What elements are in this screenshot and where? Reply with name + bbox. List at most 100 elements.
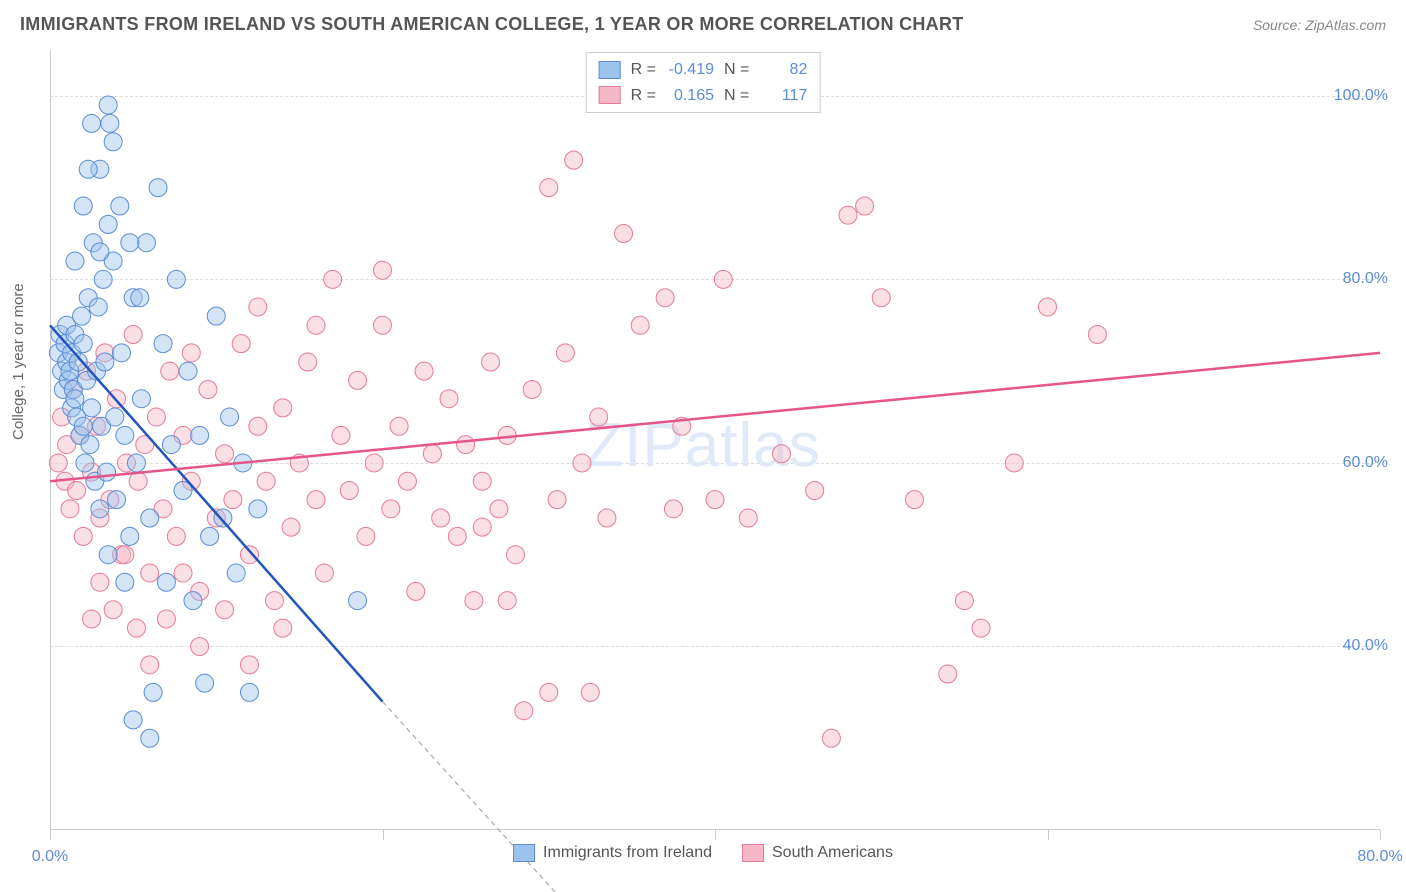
data-point xyxy=(1039,298,1057,316)
data-point xyxy=(141,509,159,527)
data-point xyxy=(540,683,558,701)
r-label: R = xyxy=(631,83,656,109)
data-point xyxy=(581,683,599,701)
data-point xyxy=(598,509,616,527)
data-point xyxy=(1005,454,1023,472)
chart-container: IMMIGRANTS FROM IRELAND VS SOUTH AMERICA… xyxy=(0,0,1406,892)
data-point xyxy=(73,307,91,325)
data-point xyxy=(104,601,122,619)
data-point xyxy=(121,234,139,252)
data-point xyxy=(432,509,450,527)
data-point xyxy=(74,527,92,545)
data-point xyxy=(154,335,172,353)
data-point xyxy=(656,289,674,307)
data-point xyxy=(174,564,192,582)
data-point xyxy=(382,500,400,518)
data-point xyxy=(349,592,367,610)
data-point xyxy=(739,509,757,527)
data-point xyxy=(407,582,425,600)
data-point xyxy=(216,601,234,619)
data-point xyxy=(274,399,292,417)
data-point xyxy=(806,481,824,499)
data-point xyxy=(315,564,333,582)
data-point xyxy=(162,436,180,454)
data-point xyxy=(89,298,107,316)
data-point xyxy=(99,546,117,564)
n-label: N = xyxy=(724,57,749,83)
data-point xyxy=(91,573,109,591)
data-point xyxy=(374,261,392,279)
data-point xyxy=(66,252,84,270)
data-point xyxy=(94,270,112,288)
data-point xyxy=(1088,325,1106,343)
data-point xyxy=(221,408,239,426)
x-tick-label: 0.0% xyxy=(32,848,68,866)
data-point xyxy=(68,481,86,499)
data-point xyxy=(116,573,134,591)
data-point xyxy=(49,454,67,472)
data-point xyxy=(241,683,259,701)
data-point xyxy=(265,592,283,610)
data-point xyxy=(83,610,101,628)
data-point xyxy=(714,270,732,288)
data-point xyxy=(332,426,350,444)
data-point xyxy=(232,335,250,353)
data-point xyxy=(664,500,682,518)
data-point xyxy=(179,362,197,380)
data-point xyxy=(249,500,267,518)
data-point xyxy=(631,316,649,334)
data-point xyxy=(972,619,990,637)
data-point xyxy=(74,197,92,215)
data-point xyxy=(96,353,114,371)
data-point xyxy=(191,426,209,444)
legend-swatch-icon xyxy=(599,86,621,104)
legend-stats-row: R = 0.165 N = 117 xyxy=(599,83,808,109)
chart-title: IMMIGRANTS FROM IRELAND VS SOUTH AMERICA… xyxy=(20,14,964,35)
legend-label: Immigrants from Ireland xyxy=(543,844,712,862)
data-point xyxy=(523,381,541,399)
data-point xyxy=(324,270,342,288)
data-point xyxy=(108,491,126,509)
data-point xyxy=(76,454,94,472)
data-point xyxy=(590,408,608,426)
data-point xyxy=(106,408,124,426)
data-point xyxy=(856,197,874,215)
x-tick-label: 80.0% xyxy=(1357,848,1402,866)
data-point xyxy=(490,500,508,518)
data-point xyxy=(83,114,101,132)
r-value: -0.419 xyxy=(666,57,714,83)
data-point xyxy=(415,362,433,380)
data-point xyxy=(112,344,130,362)
data-point xyxy=(167,270,185,288)
data-point xyxy=(515,702,533,720)
data-point xyxy=(167,527,185,545)
data-point xyxy=(201,527,219,545)
data-point xyxy=(207,307,225,325)
data-point xyxy=(390,417,408,435)
data-point xyxy=(955,592,973,610)
data-point xyxy=(196,674,214,692)
data-point xyxy=(116,426,134,444)
data-point xyxy=(556,344,574,362)
data-point xyxy=(129,472,147,490)
data-point xyxy=(144,683,162,701)
data-point xyxy=(482,353,500,371)
title-bar: IMMIGRANTS FROM IRELAND VS SOUTH AMERICA… xyxy=(20,14,1386,35)
data-point xyxy=(127,619,145,637)
data-point xyxy=(199,381,217,399)
data-point xyxy=(573,454,591,472)
legend-swatch-icon xyxy=(599,61,621,79)
data-point xyxy=(565,151,583,169)
data-point xyxy=(182,344,200,362)
data-point xyxy=(307,316,325,334)
data-point xyxy=(457,436,475,454)
data-point xyxy=(116,546,134,564)
data-point xyxy=(473,472,491,490)
data-point xyxy=(224,491,242,509)
legend-label: South Americans xyxy=(772,844,893,862)
data-point xyxy=(121,527,139,545)
trend-line-extension xyxy=(383,702,583,892)
data-point xyxy=(157,610,175,628)
data-point xyxy=(540,179,558,197)
data-point xyxy=(374,316,392,334)
